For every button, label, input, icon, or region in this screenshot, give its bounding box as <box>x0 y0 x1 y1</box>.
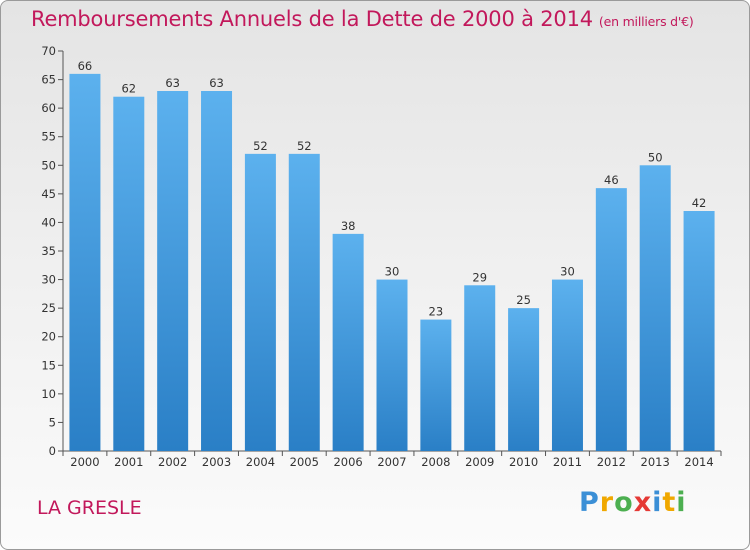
y-tick-label: 55 <box>41 130 56 144</box>
bar <box>464 285 496 451</box>
x-tick-label: 2014 <box>684 455 713 469</box>
logo-letter: P <box>579 487 600 518</box>
data-label: 63 <box>165 76 180 90</box>
x-tick-label: 2004 <box>246 455 275 469</box>
chart-axes: 0 5 10 15 20 25 30 35 40 45 50 55 60 65 70 2000 2001 2002… <box>41 44 722 469</box>
y-tick-label: 15 <box>41 358 56 372</box>
bar <box>683 211 715 451</box>
x-tick-label: 2012 <box>597 455 626 469</box>
bar <box>244 153 276 451</box>
y-tick-label: 35 <box>41 244 56 258</box>
data-label: 38 <box>341 219 356 233</box>
x-tick-label: 2002 <box>158 455 187 469</box>
y-tick-label: 45 <box>41 187 56 201</box>
bar <box>332 233 364 451</box>
y-tick-label: 0 <box>49 444 56 458</box>
chart-bars <box>69 73 715 452</box>
bar <box>639 165 671 452</box>
y-tick-label: 60 <box>41 101 56 115</box>
y-tick-label: 5 <box>49 415 56 429</box>
bar <box>201 91 233 451</box>
logo-letter: i <box>652 487 663 518</box>
data-label: 23 <box>429 305 444 319</box>
logo-letter: t <box>662 487 677 518</box>
data-label: 66 <box>78 59 93 73</box>
bar <box>157 91 189 451</box>
bar <box>551 279 583 451</box>
x-tick-label: 2000 <box>70 455 99 469</box>
data-label: 25 <box>516 293 531 307</box>
bar <box>420 319 452 451</box>
chart-subtitle: (en milliers d'€) <box>598 14 694 29</box>
y-tick-label: 40 <box>41 215 56 229</box>
chart-title: Remboursements Annuels de la Dette de 20… <box>31 7 694 31</box>
x-tick-label: 2008 <box>421 455 450 469</box>
chart-value-labels: 66 62 63 63 52 52 38 30 23 29 25 30 46 50 42 <box>78 59 707 319</box>
proxiti-logo[interactable]: Proxiti <box>579 487 687 518</box>
bar <box>376 279 408 451</box>
logo-letter: o <box>614 487 634 518</box>
bar <box>288 153 320 451</box>
data-label: 62 <box>121 82 136 96</box>
data-label: 30 <box>560 265 575 279</box>
x-tick-label: 2011 <box>553 455 582 469</box>
x-tick-label: 2009 <box>465 455 494 469</box>
x-tick-label: 2007 <box>377 455 406 469</box>
logo-letter: x <box>633 487 653 518</box>
x-tick-label: 2005 <box>290 455 319 469</box>
data-label: 50 <box>648 150 663 164</box>
y-tick-label: 70 <box>41 44 56 58</box>
y-tick-label: 65 <box>41 73 56 87</box>
data-label: 52 <box>253 139 268 153</box>
x-tick-label: 2001 <box>114 455 143 469</box>
data-label: 63 <box>209 76 224 90</box>
y-tick-label: 50 <box>41 158 56 172</box>
data-label: 42 <box>692 196 707 210</box>
y-tick-label: 25 <box>41 301 56 315</box>
bar <box>113 96 145 451</box>
x-tick-label: 2006 <box>333 455 362 469</box>
logo-letter: i <box>676 487 687 518</box>
y-tick-label: 10 <box>41 387 56 401</box>
data-label: 29 <box>472 270 487 284</box>
x-tick-label: 2013 <box>641 455 670 469</box>
data-label: 30 <box>385 265 400 279</box>
y-tick-label: 30 <box>41 273 56 287</box>
x-tick-label: 2003 <box>202 455 231 469</box>
x-tick-label: 2010 <box>509 455 538 469</box>
bar <box>69 73 101 451</box>
bar <box>595 188 627 451</box>
bar <box>508 308 540 451</box>
place-name: LA GRESLE <box>37 497 142 519</box>
logo-letter: r <box>599 487 615 518</box>
chart-title-text: Remboursements Annuels de la Dette de 20… <box>31 7 593 31</box>
data-label: 46 <box>604 173 619 187</box>
data-label: 52 <box>297 139 312 153</box>
y-tick-label: 20 <box>41 330 56 344</box>
